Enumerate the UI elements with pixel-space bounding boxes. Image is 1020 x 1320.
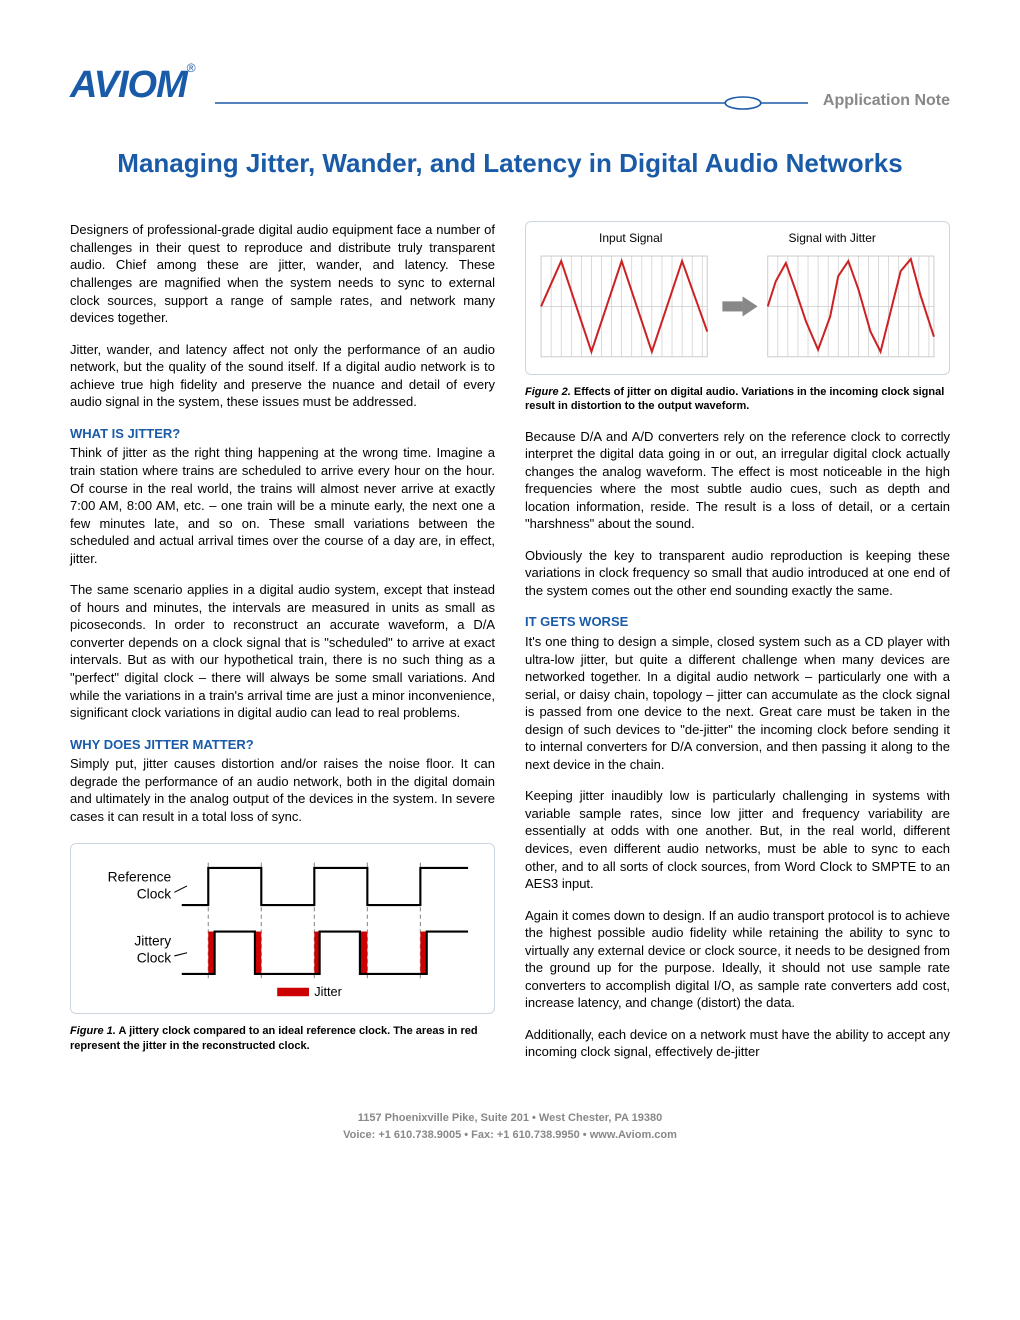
figure-1: Reference Clock Jittery Clock Jitter Fig… (70, 843, 495, 1053)
svg-text:Reference: Reference (108, 870, 172, 885)
jitter-para-1: Think of jitter as the right thing happe… (70, 444, 495, 567)
col2-para-1: Because D/A and A/D converters rely on t… (525, 428, 950, 533)
figure-2-svg (536, 251, 939, 362)
section-it-gets-worse: IT GETS WORSE (525, 613, 950, 631)
figure-1-caption-text: A jittery clock compared to an ideal ref… (70, 1025, 478, 1051)
figure-2-labels: Input Signal Signal with Jitter (536, 230, 939, 246)
footer-contact: Voice: +1 610.738.9005 • Fax: +1 610.738… (70, 1127, 950, 1144)
logo-text: AVIOM (70, 64, 187, 106)
left-column: Designers of professional-grade digital … (70, 221, 495, 1075)
fig2-label-left: Input Signal (599, 230, 662, 246)
figure-1-caption: Figure 1. A jittery clock compared to an… (70, 1024, 495, 1053)
col2-para-4: Keeping jitter inaudibly low is particul… (525, 787, 950, 892)
figure-2-caption-text: Effects of jitter on digital audio. Vari… (525, 386, 944, 412)
figure-2: Input Signal Signal with Jitter (525, 221, 950, 413)
page-footer: 1157 Phoenixville Pike, Suite 201 • West… (70, 1110, 950, 1143)
logo: AVIOM® (70, 60, 195, 111)
registered-mark: ® (187, 61, 195, 75)
section-why-matter: WHY DOES JITTER MATTER? (70, 736, 495, 754)
svg-text:Clock: Clock (137, 951, 172, 966)
figure-1-label: Figure 1. (70, 1025, 116, 1037)
figure-2-caption: Figure 2. Effects of jitter on digital a… (525, 385, 950, 414)
document-type: Application Note (823, 90, 950, 112)
svg-text:Clock: Clock (137, 887, 172, 902)
col2-para-6: Additionally, each device on a network m… (525, 1026, 950, 1061)
page-title: Managing Jitter, Wander, and Latency in … (70, 146, 950, 181)
page-header: AVIOM® Application Note (70, 60, 950, 111)
figure-2-box: Input Signal Signal with Jitter (525, 221, 950, 375)
matter-para-1: Simply put, jitter causes distortion and… (70, 755, 495, 825)
content-columns: Designers of professional-grade digital … (70, 221, 950, 1075)
intro-para-2: Jitter, wander, and latency affect not o… (70, 341, 495, 411)
figure-2-label: Figure 2. (525, 386, 571, 398)
col2-para-2: Obviously the key to transparent audio r… (525, 547, 950, 600)
right-column: Input Signal Signal with Jitter (525, 221, 950, 1075)
footer-address: 1157 Phoenixville Pike, Suite 201 • West… (70, 1110, 950, 1127)
jitter-para-2: The same scenario applies in a digital a… (70, 581, 495, 721)
col2-para-5: Again it comes down to design. If an aud… (525, 907, 950, 1012)
intro-para-1: Designers of professional-grade digital … (70, 221, 495, 326)
figure-1-box: Reference Clock Jittery Clock Jitter (70, 843, 495, 1014)
figure-1-svg: Reference Clock Jittery Clock Jitter (81, 852, 484, 1000)
fig2-label-right: Signal with Jitter (789, 230, 876, 246)
col2-para-3: It's one thing to design a simple, close… (525, 633, 950, 773)
header-rule (215, 95, 808, 111)
svg-text:Jitter: Jitter (314, 985, 342, 1000)
section-what-is-jitter: WHAT IS JITTER? (70, 425, 495, 443)
svg-text:Jittery: Jittery (134, 934, 171, 949)
